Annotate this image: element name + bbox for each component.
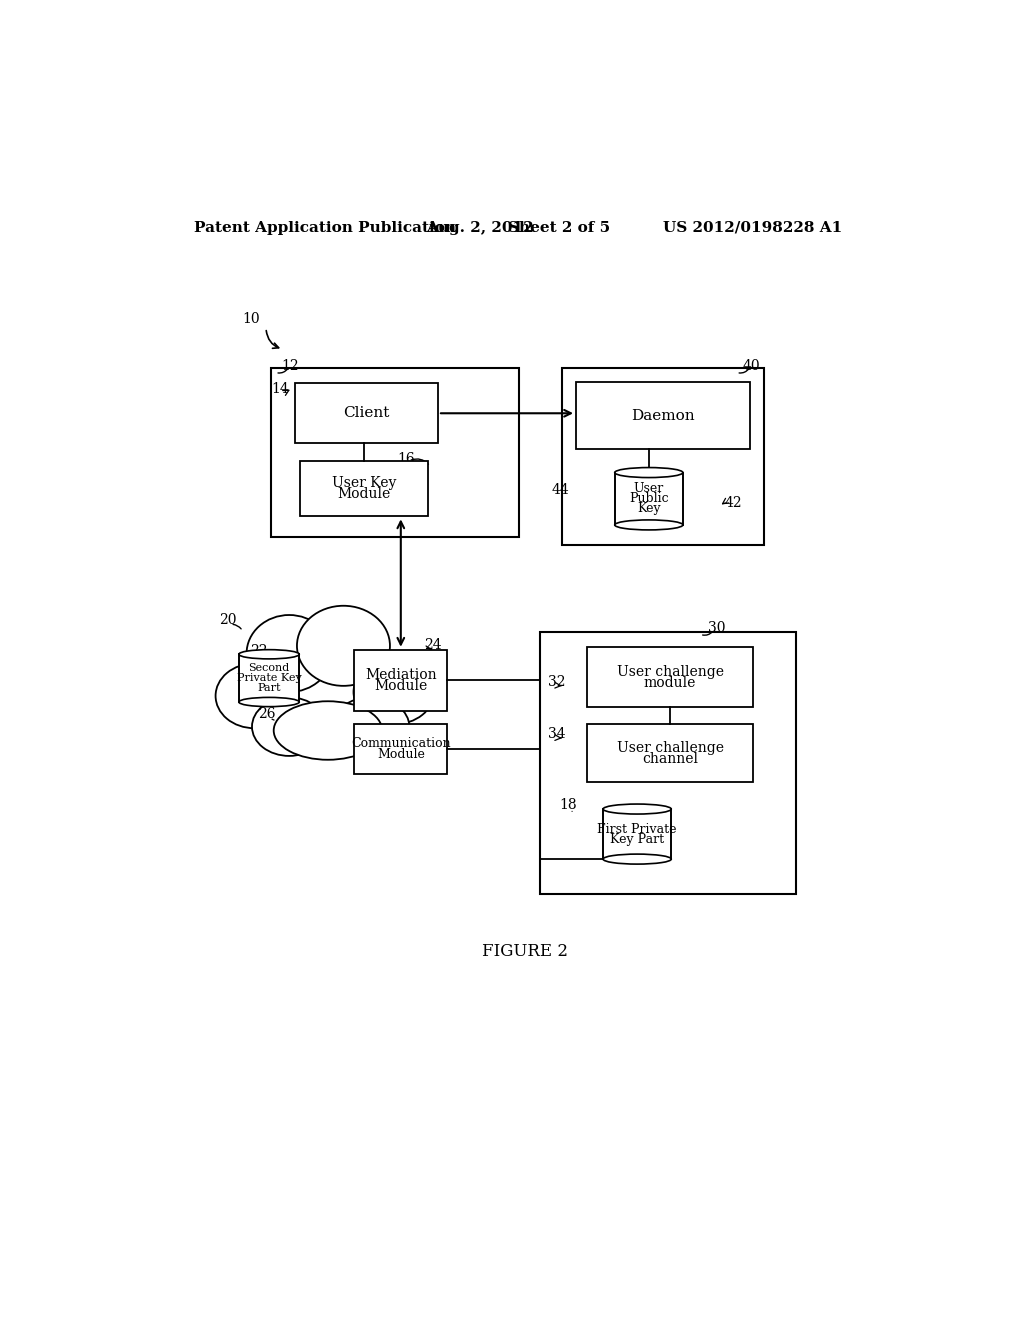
Ellipse shape [353,660,434,725]
Text: channel: channel [642,751,698,766]
Text: 10: 10 [243,312,260,326]
Ellipse shape [254,642,401,734]
Text: Module: Module [337,487,390,502]
Ellipse shape [297,606,390,686]
Text: 24: 24 [424,638,441,652]
Ellipse shape [273,701,382,760]
Ellipse shape [614,520,683,529]
Bar [614,473,683,525]
Bar [300,461,428,516]
Text: Patent Application Publication: Patent Application Publication [194,220,456,235]
Text: Module: Module [374,678,427,693]
Text: module: module [644,676,696,690]
Text: Sheet 2 of 5: Sheet 2 of 5 [508,220,610,235]
Text: Module: Module [377,748,425,762]
Ellipse shape [603,854,672,865]
Text: Daemon: Daemon [632,409,695,422]
Text: 40: 40 [742,359,760,374]
Bar [587,647,754,708]
Text: Public: Public [629,492,669,506]
Ellipse shape [239,649,299,659]
Text: Client: Client [343,407,389,420]
Text: Communication: Communication [351,738,451,751]
Ellipse shape [614,467,683,478]
Bar [562,368,764,545]
Bar [295,383,438,444]
Ellipse shape [239,697,299,706]
Text: 16: 16 [397,451,416,466]
Text: 26: 26 [258,708,275,721]
Bar [354,725,447,775]
Bar [239,655,299,702]
Text: Part: Part [257,684,281,693]
Text: Key: Key [637,502,660,515]
Text: 18: 18 [559,799,577,812]
Text: 14: 14 [271,383,289,396]
Bar [354,649,447,711]
Text: User challenge: User challenge [616,665,724,678]
Text: First Private: First Private [597,822,677,836]
Ellipse shape [252,697,327,756]
Ellipse shape [603,804,672,814]
Ellipse shape [247,615,332,692]
Bar [271,368,519,537]
Text: FIGURE 2: FIGURE 2 [482,942,567,960]
Text: 20: 20 [219,614,237,627]
Text: Private Key: Private Key [237,673,301,684]
Ellipse shape [216,664,293,729]
Text: Second: Second [249,663,290,673]
Text: User Key: User Key [332,477,396,490]
Bar [575,381,751,449]
Bar [603,809,672,859]
Text: 42: 42 [725,496,742,511]
Text: 34: 34 [548,727,565,742]
Bar [587,725,754,781]
Text: 32: 32 [548,675,565,689]
Text: 22: 22 [251,644,268,659]
Text: User: User [634,482,664,495]
Text: Aug. 2, 2012: Aug. 2, 2012 [426,220,534,235]
Ellipse shape [332,697,410,756]
Text: Mediation: Mediation [365,668,436,682]
Text: Key Part: Key Part [610,833,665,846]
Text: User challenge: User challenge [616,741,724,755]
Text: 30: 30 [708,622,725,635]
Text: 44: 44 [551,483,569,496]
Text: US 2012/0198228 A1: US 2012/0198228 A1 [663,220,842,235]
Bar [541,632,796,894]
Text: 12: 12 [282,359,299,374]
